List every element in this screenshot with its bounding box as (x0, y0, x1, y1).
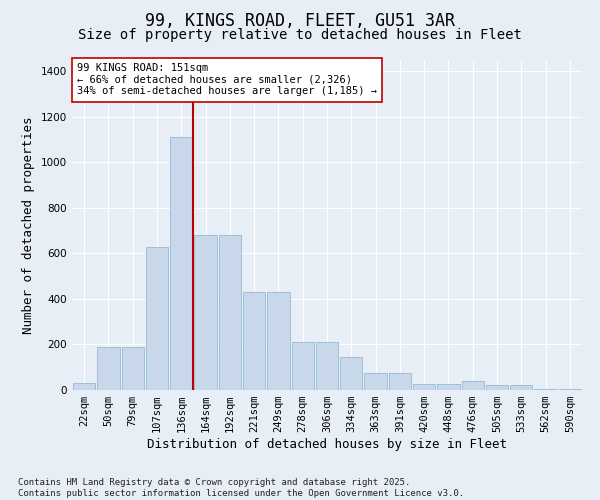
Bar (73, 383, 95, 390)
Bar (292, 342, 314, 390)
Y-axis label: Number of detached properties: Number of detached properties (22, 116, 35, 334)
Bar (122, 347, 144, 390)
Bar (389, 373, 411, 390)
Text: 99 KINGS ROAD: 151sqm
← 66% of detached houses are smaller (2,326)
34% of semi-d: 99 KINGS ROAD: 151sqm ← 66% of detached … (77, 64, 377, 96)
Bar (194, 235, 217, 390)
Text: Contains HM Land Registry data © Crown copyright and database right 2025.
Contai: Contains HM Land Registry data © Crown c… (18, 478, 464, 498)
Bar (97, 347, 119, 390)
Text: Size of property relative to detached houses in Fleet: Size of property relative to detached ho… (78, 28, 522, 42)
Bar (267, 292, 290, 390)
Bar (218, 235, 241, 390)
Bar (559, 389, 581, 390)
Bar (170, 138, 193, 390)
Bar (413, 384, 436, 390)
Bar (486, 386, 508, 390)
Bar (243, 292, 265, 390)
Bar (461, 381, 484, 390)
Bar (340, 357, 362, 390)
Bar (146, 246, 168, 390)
Text: 99, KINGS ROAD, FLEET, GU51 3AR: 99, KINGS ROAD, FLEET, GU51 3AR (145, 12, 455, 30)
Bar (316, 342, 338, 390)
Bar (535, 389, 557, 390)
Bar (364, 373, 387, 390)
Bar (510, 386, 532, 390)
X-axis label: Distribution of detached houses by size in Fleet: Distribution of detached houses by size … (147, 438, 507, 451)
Bar (437, 384, 460, 390)
